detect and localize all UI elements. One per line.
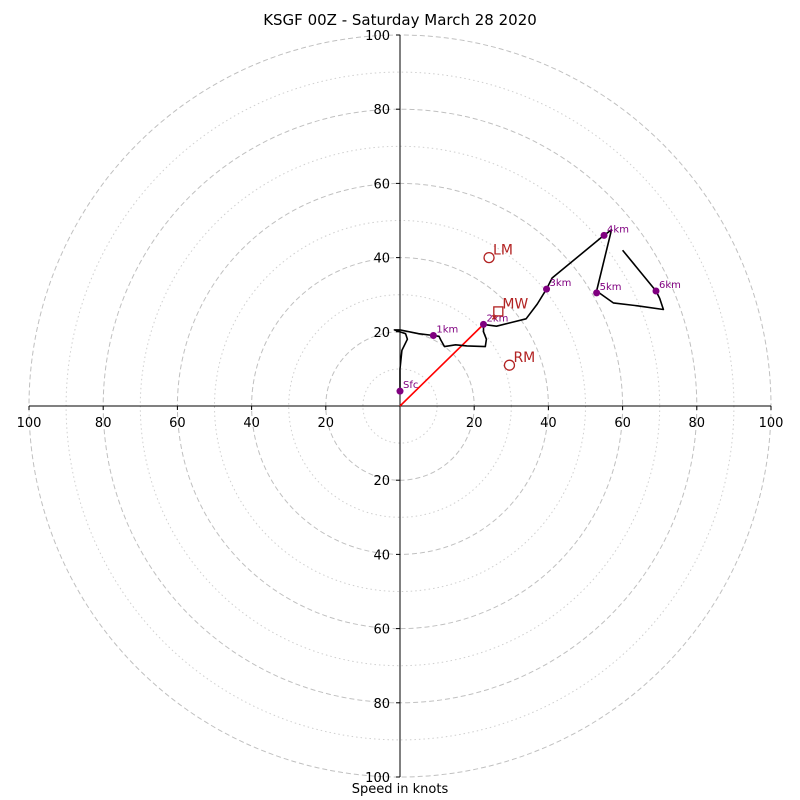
height-marker-1km — [429, 332, 437, 340]
y-tick-label: 20 — [373, 326, 390, 341]
height-label-5km: 5km — [600, 282, 622, 293]
x-tick-label: 100 — [17, 416, 42, 431]
height-marker-5km — [593, 289, 601, 297]
x-tick-label: 20 — [318, 416, 335, 431]
height-marker-6km — [652, 287, 660, 295]
x-tick-label: 20 — [466, 416, 483, 431]
y-tick-label: 40 — [373, 548, 390, 563]
y-tick-label: 60 — [373, 177, 390, 192]
x-tick-label: 60 — [169, 416, 186, 431]
storm-marker-rm — [503, 359, 516, 371]
x-tick-label: 40 — [540, 416, 557, 431]
storm-motions: LM MW RM — [483, 243, 535, 371]
y-tick-label: 100 — [365, 771, 390, 786]
y-tick-label: 80 — [373, 697, 390, 712]
height-markers: Sfc 1km 2km 3km 4km 5km 6km — [396, 224, 681, 395]
x-tick-label: 100 — [759, 416, 784, 431]
x-axis-label: Speed in knots — [351, 782, 449, 797]
height-label-4km: 4km — [607, 224, 629, 235]
wind-trace — [393, 229, 665, 392]
y-tick-label: 40 — [373, 252, 390, 267]
height-label-2km: 2km — [486, 313, 508, 324]
height-marker-3km — [543, 285, 551, 293]
x-tick-label: 80 — [689, 416, 706, 431]
y-tick-label: 100 — [365, 29, 390, 44]
storm-marker-mw — [493, 306, 504, 317]
height-marker-sfc — [396, 387, 404, 395]
y-tick-label: 60 — [373, 623, 390, 638]
height-label-1km: 1km — [436, 325, 458, 336]
x-tick-label: 60 — [614, 416, 631, 431]
x-tick-label: 40 — [243, 416, 260, 431]
height-label-sfc: Sfc — [403, 380, 418, 391]
hodograph-trace — [393, 229, 665, 392]
storm-label-rm: RM — [513, 350, 535, 366]
height-label-3km: 3km — [550, 278, 572, 289]
storm-label-mw: MW — [502, 296, 528, 312]
x-tick-label: 80 — [95, 416, 112, 431]
shear-vector-line — [399, 323, 485, 407]
height-label-6km: 6km — [659, 280, 681, 291]
storm-cross-mw — [491, 314, 497, 320]
height-marker-2km — [479, 320, 487, 328]
tick-labels: 20 20 20 20 40 40 40 40 60 60 60 60 80 80 80 80 100 100 10… — [17, 29, 784, 786]
height-marker-4km — [600, 231, 608, 239]
storm-label-lm: LM — [493, 243, 513, 259]
shear-vector — [399, 323, 485, 407]
chart-title: KSGF 00Z - Saturday March 28 2020 — [263, 11, 537, 29]
storm-marker-lm — [483, 251, 495, 264]
y-tick-label: 20 — [373, 474, 390, 489]
y-tick-label: 80 — [373, 103, 390, 118]
